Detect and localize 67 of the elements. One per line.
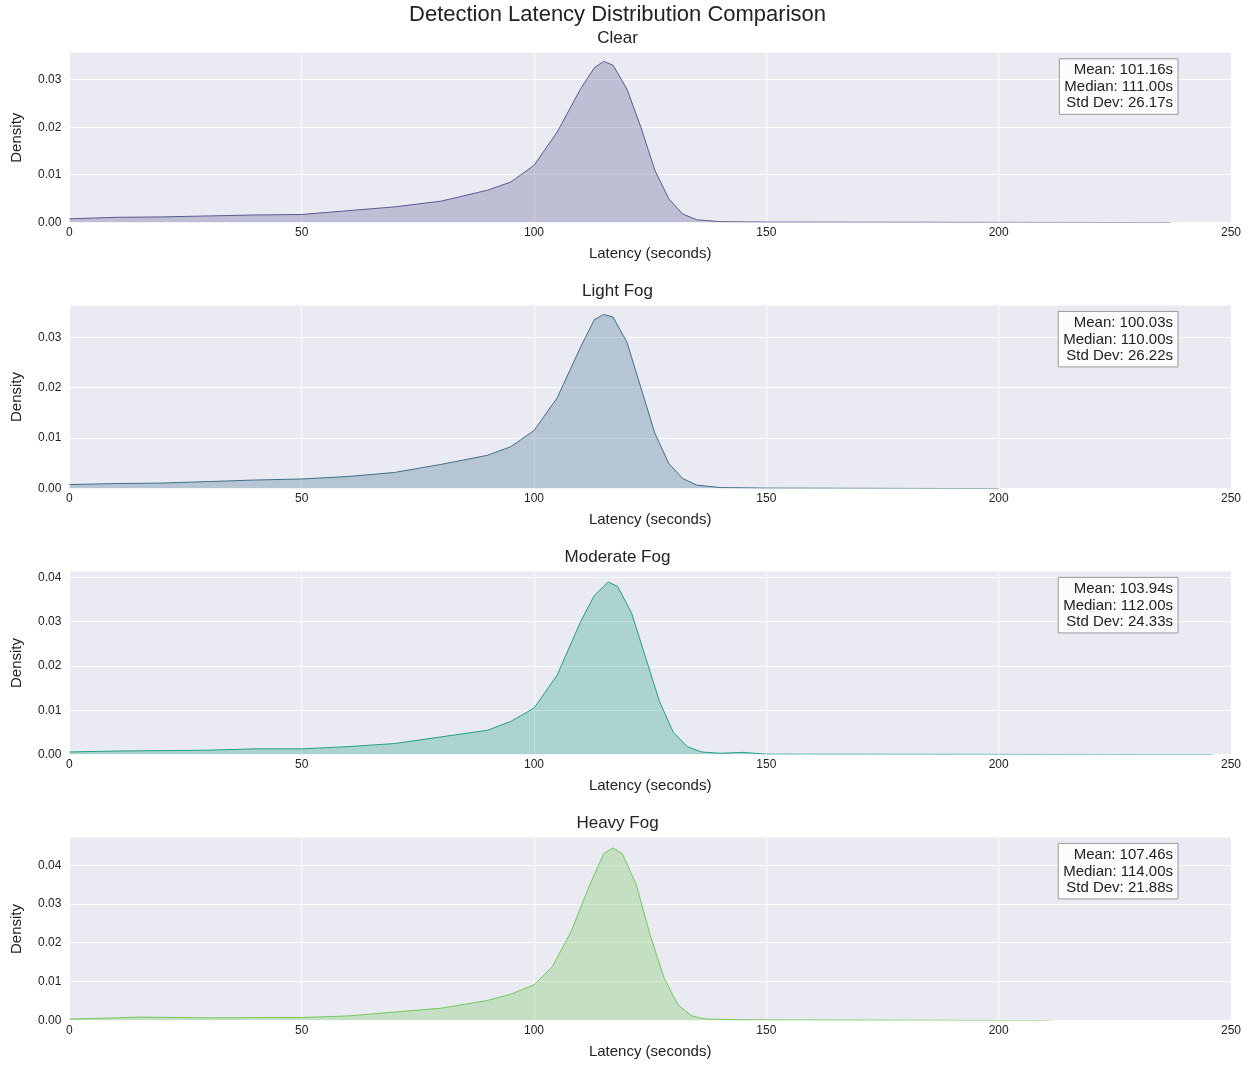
chart-title: Light Fog [582,280,653,300]
x-tick-label: 0 [66,757,74,772]
annotation: Std Dev: 26.17s [1066,93,1173,111]
x-tick-label: 150 [756,491,777,506]
y-tick-label: 0.03 [38,329,62,344]
x-tick-label: 200 [988,1023,1009,1038]
chart-title: Moderate Fog [564,546,671,566]
x-tick-label: 100 [524,491,545,506]
annotation: Mean: 103.94s [1073,579,1173,597]
y-axis-title: Density [7,637,25,689]
x-tick-label: 250 [1220,491,1242,506]
x-tick-label: 250 [1220,757,1242,772]
y-tick-label: 0.00 [38,480,62,495]
x-tick-label: 100 [524,1023,545,1038]
y-tick-label: 0.02 [38,119,62,134]
x-axis-title: Latency (seconds) [588,510,712,528]
annotation: Median: 114.00s [1063,861,1173,879]
y-tick-label: 0.04 [38,857,62,872]
x-tick-label: 100 [524,757,545,772]
y-tick-label: 0.01 [38,167,62,182]
x-axis-title: Latency (seconds) [588,244,712,262]
x-tick-label: 50 [295,1023,309,1038]
y-tick-label: 0.03 [38,896,62,911]
y-tick-label: 0.01 [38,430,62,445]
y-tick-label: 0.03 [38,71,62,86]
annotation: Median: 112.00s [1063,595,1173,613]
annotation: Mean: 101.16s [1073,60,1173,78]
x-tick-label: 200 [988,757,1009,772]
y-axis-title: Density [7,903,25,955]
x-tick-label: 100 [524,225,545,240]
y-tick-label: 0.02 [38,658,62,673]
x-tick-label: 150 [756,1023,777,1038]
chart-title: Heavy Fog [576,812,659,832]
x-tick-label: 0 [66,225,74,240]
x-tick-label: 250 [1220,1023,1242,1038]
x-tick-label: 200 [988,225,1009,240]
y-axis-title: Density [7,371,25,423]
x-tick-label: 50 [295,491,309,506]
y-tick-label: 0.00 [38,746,62,761]
y-tick-label: 0.04 [38,569,62,584]
annotation: Median: 110.00s [1063,329,1173,347]
annotation: Std Dev: 24.33s [1066,612,1173,630]
x-tick-label: 0 [66,491,74,506]
x-tick-label: 150 [756,757,777,772]
chart-subtitle: Clear [597,28,639,48]
y-tick-label: 0.02 [38,935,62,950]
y-tick-label: 0.03 [38,614,62,629]
annotation: Mean: 107.46s [1073,845,1173,863]
x-tick-label: 200 [988,491,1009,506]
y-tick-label: 0.00 [38,1012,62,1027]
x-tick-label: 250 [1220,225,1242,240]
x-axis-title: Latency (seconds) [588,1042,712,1060]
annotation: Median: 111.00s [1064,76,1173,94]
x-tick-label: 50 [295,225,309,240]
y-axis-title: Density [7,112,25,163]
x-axis-title: Latency (seconds) [588,776,712,794]
chart-title: Detection Latency Distribution Comparison [409,1,826,27]
x-tick-label: 150 [756,225,777,240]
y-tick-label: 0.00 [38,214,62,229]
annotation: Mean: 100.03s [1073,313,1173,331]
annotation: Std Dev: 26.22s [1066,346,1173,364]
y-tick-label: 0.01 [38,974,62,989]
x-tick-label: 50 [295,757,309,772]
y-tick-label: 0.02 [38,379,62,394]
x-tick-label: 0 [66,1023,74,1038]
y-tick-label: 0.01 [38,702,62,717]
annotation: Std Dev: 21.88s [1066,878,1173,896]
